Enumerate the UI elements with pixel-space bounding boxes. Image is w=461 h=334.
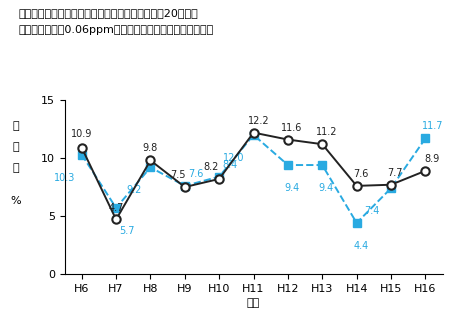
- Text: 8.9: 8.9: [425, 154, 440, 164]
- Text: 11.6: 11.6: [281, 123, 303, 133]
- Text: 12.0: 12.0: [224, 153, 245, 163]
- Text: 11.2: 11.2: [316, 127, 337, 137]
- Text: 率: 率: [12, 163, 19, 173]
- Text: 8.2: 8.2: [203, 162, 219, 172]
- Text: 7.7: 7.7: [387, 168, 403, 178]
- Text: 5.7: 5.7: [119, 226, 135, 236]
- Text: 9.2: 9.2: [126, 185, 142, 195]
- Text: 7.6: 7.6: [188, 169, 204, 179]
- Text: 10.3: 10.3: [54, 173, 76, 183]
- Text: 7.6: 7.6: [353, 169, 368, 179]
- Text: 4.4: 4.4: [353, 241, 368, 251]
- Text: 4.7: 4.7: [108, 202, 124, 212]
- Text: 9.4: 9.4: [319, 183, 334, 193]
- Text: 0.06ppmを超えた時間数の割合の経年変化: 0.06ppmを超えた時間数の割合の経年変化: [18, 25, 214, 35]
- Text: 9.8: 9.8: [143, 144, 158, 153]
- Text: 9.4: 9.4: [284, 183, 300, 193]
- Text: 8.4: 8.4: [223, 160, 238, 170]
- Text: 12.2: 12.2: [248, 116, 270, 126]
- Text: %: %: [10, 196, 21, 206]
- Text: 7.4: 7.4: [364, 206, 379, 216]
- X-axis label: 年度: 年度: [247, 298, 260, 308]
- Text: 7.5: 7.5: [170, 170, 186, 180]
- Text: 分: 分: [12, 142, 19, 152]
- Text: 百: 百: [12, 121, 19, 131]
- Text: 10.9: 10.9: [71, 129, 92, 139]
- Text: 11.7: 11.7: [421, 122, 443, 132]
- Text: 図１－３－４　光化学オキシダント昼間値（５〜20時）が: 図１－３－４ 光化学オキシダント昼間値（５〜20時）が: [18, 8, 198, 18]
